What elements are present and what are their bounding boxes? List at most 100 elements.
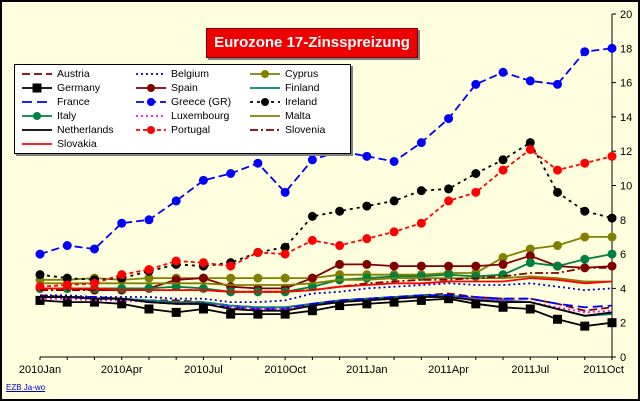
data-point-germany [35,295,45,305]
data-point-germany [553,314,563,324]
legend-label: Austria [57,68,90,80]
data-point-germany [362,299,372,309]
data-point-ireland [580,206,590,216]
series-line-cyprus [40,235,612,281]
legend-swatch [22,129,52,131]
x-tick-label: 2010Oct [264,364,306,376]
data-point-portugal [389,227,399,237]
legend-label: Greece (GR) [171,96,232,108]
data-point-italy [607,249,617,259]
x-tick-label: 2010Apr [101,364,143,376]
legend-marker [261,98,269,106]
legend-label: Luxembourg [171,110,230,122]
series-line-slovakia [40,277,613,293]
y-tick-label: 14 [620,112,632,124]
data-point-cyprus [553,241,563,251]
series-line-germany [39,297,613,328]
data-point-greece-gr [416,138,426,148]
data-point-germany [498,302,508,312]
legend-marker [261,70,269,78]
data-point-greece-gr [471,79,481,89]
series-line-italy [40,253,613,293]
data-point-greece-gr [580,47,590,57]
legend-swatch [136,73,166,75]
legend-swatch [22,143,52,145]
legend-swatch [22,73,52,75]
series-line-ireland [39,141,613,281]
data-point-spain [335,259,345,269]
data-point-spain [362,259,372,269]
data-point-portugal [553,165,563,175]
data-point-italy [525,258,535,268]
data-point-greece-gr [389,156,399,166]
data-point-germany [416,295,426,305]
series-greece-gr [35,43,617,259]
series-portugal [35,144,617,292]
data-point-portugal [117,270,127,280]
data-point-germany [198,304,208,314]
series-line-malta [40,275,612,286]
data-point-portugal [471,187,481,197]
data-point-cyprus [580,232,590,242]
x-tick-label: 2011Oct [583,364,624,376]
data-point-portugal [226,261,236,271]
data-point-greece-gr [553,79,563,89]
data-point-portugal [335,241,345,251]
legend-swatch [22,112,52,120]
data-point-cyprus [280,273,290,283]
data-point-germany [89,297,99,307]
data-point-spain [444,261,454,271]
series-malta [40,275,612,286]
data-point-ireland [444,184,454,194]
data-point-greece-gr [62,241,72,251]
data-point-portugal [171,256,181,266]
series-line-belgium [40,282,613,304]
y-tick-label: 8 [620,215,626,227]
x-tick-label: 2010Jan [19,364,61,376]
series-slovakia [40,277,613,293]
y-tick-label: 6 [620,249,626,261]
data-point-portugal [280,249,290,259]
data-point-spain [389,261,399,271]
legend-label: Ireland [285,96,318,108]
legend-label: Slovenia [285,124,326,136]
legend-swatch [22,101,52,103]
data-point-portugal [580,158,590,168]
legend-swatch [136,126,166,134]
legend-marker [147,84,155,92]
data-point-greece-gr [607,43,617,53]
legend-label: France [57,96,90,108]
data-point-spain [607,261,617,271]
legend-swatch [136,115,166,117]
data-point-italy [580,254,590,264]
legend-swatch [22,83,52,93]
data-point-italy [117,283,127,293]
data-point-spain [198,273,208,283]
legend-marker [147,126,155,134]
data-point-ireland [389,196,399,206]
data-point-ireland [607,213,617,223]
legend-label: Malta [285,110,311,122]
series-belgium [40,282,613,304]
legend-swatch [136,84,166,92]
y-tick-label: 12 [620,146,632,158]
data-point-germany [62,297,72,307]
legend-marker [32,83,42,93]
data-point-portugal [498,165,508,175]
data-point-germany [580,321,590,331]
data-point-germany [117,299,127,309]
y-tick-label: 20 [620,9,632,21]
data-point-greece-gr [89,244,99,254]
y-tick-label: 0 [620,352,626,364]
source-link[interactable]: EZB Ja-wo [6,383,46,392]
data-point-portugal [607,151,617,161]
legend-label: Cyprus [285,68,319,80]
data-point-germany [253,309,263,319]
data-point-italy [553,261,563,271]
legend-marker [33,112,41,120]
data-point-germany [389,297,399,307]
data-point-germany [307,306,317,316]
legend-label: Germany [57,82,101,94]
legend-swatch [250,115,280,117]
y-tick-label: 16 [620,78,632,90]
